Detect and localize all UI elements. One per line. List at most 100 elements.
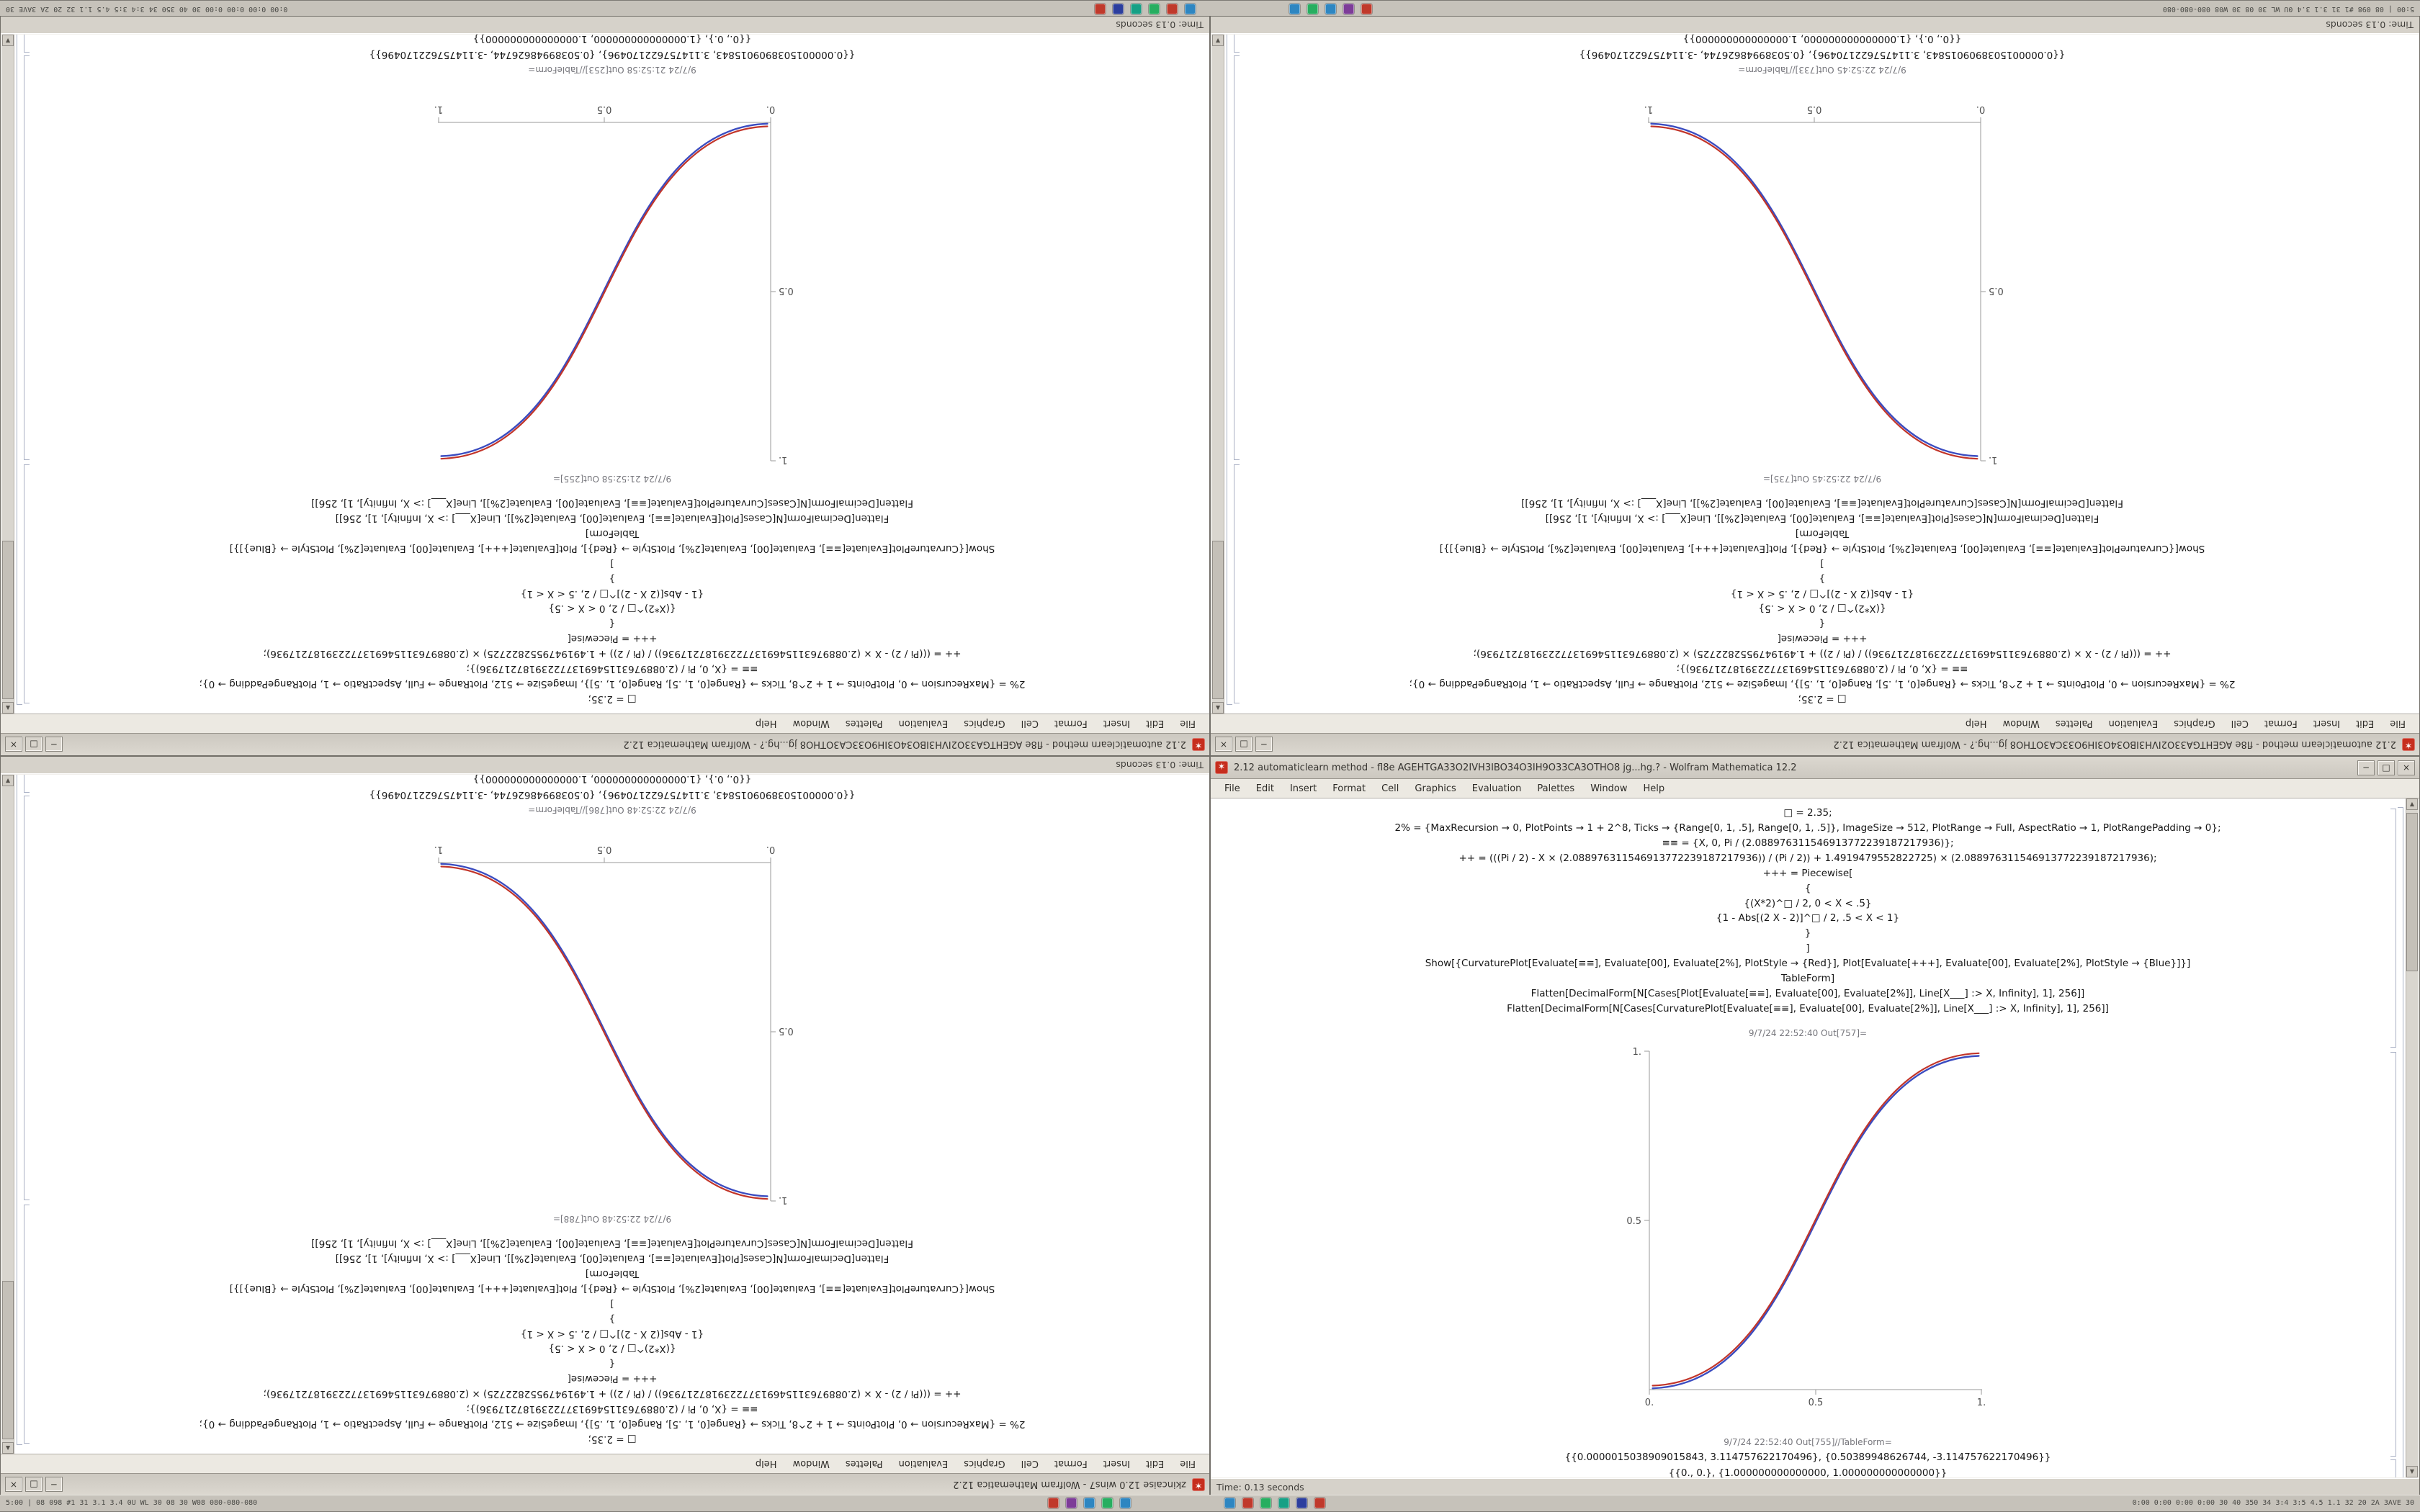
menu-item-format[interactable]: Format [1332,783,1366,794]
minimize-button[interactable]: − [2357,760,2375,775]
window-titlebar[interactable]: ✶ 2.12 automaticlearn method - fl8e AGEH… [1,733,1209,755]
input-cell-bracket[interactable] [2390,809,2396,1048]
close-button[interactable]: × [5,737,22,752]
code-line[interactable]: Flatten[DecimalForm[N[Cases[CurvaturePlo… [311,1238,913,1250]
scroll-down-arrow[interactable]: ▼ [2,35,14,46]
menu-item-graphics[interactable]: Graphics [1415,783,1456,794]
menu-item-cell[interactable]: Cell [1021,1458,1039,1470]
tray-icon[interactable] [1084,1498,1095,1508]
code-line[interactable]: { [609,1358,616,1370]
vertical-scrollbar[interactable]: ▲ ▼ [2406,798,2419,1477]
window-titlebar[interactable]: ✶ 2.12 automaticlearn method - fl8e AGEH… [1211,757,2419,779]
code-line[interactable]: ] [1820,557,1824,570]
code-line[interactable]: Flatten[DecimalForm[N[Cases[Plot[Evaluat… [335,512,889,524]
code-line[interactable]: TableForm] [585,527,640,539]
close-button[interactable]: × [5,1477,22,1493]
code-line[interactable]: 2% = {MaxRecursion → 0, PlotPoints → 1 +… [199,678,1026,690]
code-line[interactable]: 2% = {MaxRecursion → 0, PlotPoints → 1 +… [1394,822,2221,834]
tray-icon[interactable] [1361,4,1372,14]
scrollbar-thumb[interactable] [2,1281,14,1439]
minimize-button[interactable]: − [45,737,63,752]
minimize-button[interactable]: − [45,1477,63,1493]
code-line[interactable]: { [609,618,616,630]
menu-item-evaluation[interactable]: Evaluation [898,718,949,729]
menu-item-format[interactable]: Format [1054,1458,1088,1470]
code-line[interactable]: ≡≡ = {X, 0, Pi / (2.08897631154691377223… [466,663,758,675]
code-line[interactable]: Flatten[DecimalForm[N[Cases[Plot[Evaluat… [335,1252,889,1264]
code-line[interactable]: { [1819,618,1826,630]
code-line[interactable]: +++ = Piecewise[ [1762,867,1853,879]
code-line[interactable]: Flatten[DecimalForm[N[Cases[CurvaturePlo… [1521,498,2123,510]
code-line[interactable]: +++ = Piecewise[ [567,633,658,645]
tray-icon[interactable] [1048,1498,1059,1508]
menu-item-window[interactable]: Window [792,718,830,729]
code-line[interactable]: □ = 2.35; [1798,693,1847,705]
menu-item-insert[interactable]: Insert [1103,718,1131,729]
code-line[interactable]: □ = 2.35; [588,693,637,705]
code-line[interactable]: +++ = Piecewise[ [567,1373,658,1385]
menu-item-cell[interactable]: Cell [2231,718,2249,729]
scroll-up-arrow[interactable]: ▲ [2406,798,2418,810]
menu-item-insert[interactable]: Insert [1289,783,1317,794]
code-line[interactable]: {1 - Abs[(2 X - 2)]^□ / 2, .5 < X < 1} [1716,912,1900,924]
menu-item-window[interactable]: Window [2002,718,2040,729]
plot-cell-bracket[interactable] [1234,55,1240,460]
notebook-content[interactable]: □ = 2.35; 2% = {MaxRecursion → 0, PlotPoi… [1,775,1209,1454]
menu-item-edit[interactable]: Edit [1146,1458,1165,1470]
tray-icon[interactable] [1113,4,1124,14]
code-line[interactable]: } [609,572,616,585]
code-line[interactable]: Show[{CurvaturePlot[Evaluate[≡≡], Evalua… [229,542,995,554]
table-cell-bracket[interactable] [1234,35,1240,53]
window-titlebar[interactable]: ✶ 2.12 automaticlearn method - fl8e AGEH… [1211,733,2419,755]
code-line[interactable]: TableForm] [1795,527,1850,539]
menu-item-format[interactable]: Format [2264,718,2298,729]
scroll-down-arrow[interactable]: ▼ [2406,1466,2418,1477]
menu-item-insert[interactable]: Insert [1103,1458,1131,1470]
tray-icon[interactable] [1149,4,1160,14]
menu-item-palettes[interactable]: Palettes [2055,718,2093,729]
code-line[interactable]: Flatten[DecimalForm[N[Cases[CurvaturePlo… [1507,1002,2109,1014]
scrollbar-thumb[interactable] [2,541,14,699]
menu-item-cell[interactable]: Cell [1021,718,1039,729]
plot-cell-bracket[interactable] [2390,1052,2396,1457]
code-line[interactable]: Show[{CurvaturePlot[Evaluate[≡≡], Evalua… [1425,958,2191,970]
code-line[interactable]: ] [610,1297,614,1310]
tray-icon[interactable] [1167,4,1178,14]
menu-item-help[interactable]: Help [755,1458,777,1470]
scroll-down-arrow[interactable]: ▼ [2,775,14,786]
menu-item-file[interactable]: File [1224,783,1240,794]
code-line[interactable]: {1 - Abs[(2 X - 2)]^□ / 2, .5 < X < 1} [520,1328,704,1340]
code-line[interactable]: ] [610,557,614,570]
menu-item-palettes[interactable]: Palettes [845,718,883,729]
vertical-scrollbar[interactable]: ▲ ▼ [1211,35,1224,714]
scrollbar-thumb[interactable] [2406,813,2418,971]
code-line[interactable]: TableForm] [1780,973,1835,985]
menu-item-insert[interactable]: Insert [2313,718,2341,729]
maximize-button[interactable]: □ [25,737,42,752]
tray-icon[interactable] [1278,1498,1289,1508]
tray-icon[interactable] [1120,1498,1131,1508]
code-line[interactable]: ++ = (((Pi / 2) - X × (2.088976311546913… [263,648,962,660]
tray-icon[interactable] [1185,4,1196,14]
code-line[interactable]: } [609,1313,616,1325]
code-line[interactable]: ≡≡ = {X, 0, Pi / (2.08897631154691377223… [1662,837,1954,849]
code-line[interactable]: ++ = (((Pi / 2) - X × (2.088976311546913… [263,1388,962,1400]
menu-item-evaluation[interactable]: Evaluation [2108,718,2159,729]
tray-icon[interactable] [1260,1498,1271,1508]
scroll-down-arrow[interactable]: ▼ [1212,35,1224,46]
cell-group-bracket[interactable] [2398,807,2403,1477]
menu-item-graphics[interactable]: Graphics [964,1458,1005,1470]
tray-icon[interactable] [1296,1498,1307,1508]
menu-item-file[interactable]: File [1180,1458,1196,1470]
code-line[interactable]: ≡≡ = {X, 0, Pi / (2.08897631154691377223… [1676,663,1968,675]
vertical-scrollbar[interactable]: ▲ ▼ [1,775,14,1454]
code-line[interactable]: Flatten[DecimalForm[N[Cases[Plot[Evaluat… [1531,988,2085,1000]
menu-item-help[interactable]: Help [1965,718,1987,729]
code-line[interactable]: {(X*2)^□ / 2, 0 < X < .5} [1744,897,1872,909]
scroll-up-arrow[interactable]: ▲ [2,702,14,714]
menu-item-palettes[interactable]: Palettes [845,1458,883,1470]
code-line[interactable]: Show[{CurvaturePlot[Evaluate[≡≡], Evalua… [229,1282,995,1295]
tray-icon[interactable] [1307,4,1318,14]
tray-icon[interactable] [1242,1498,1253,1508]
code-line[interactable]: □ = 2.35; [588,1434,637,1445]
